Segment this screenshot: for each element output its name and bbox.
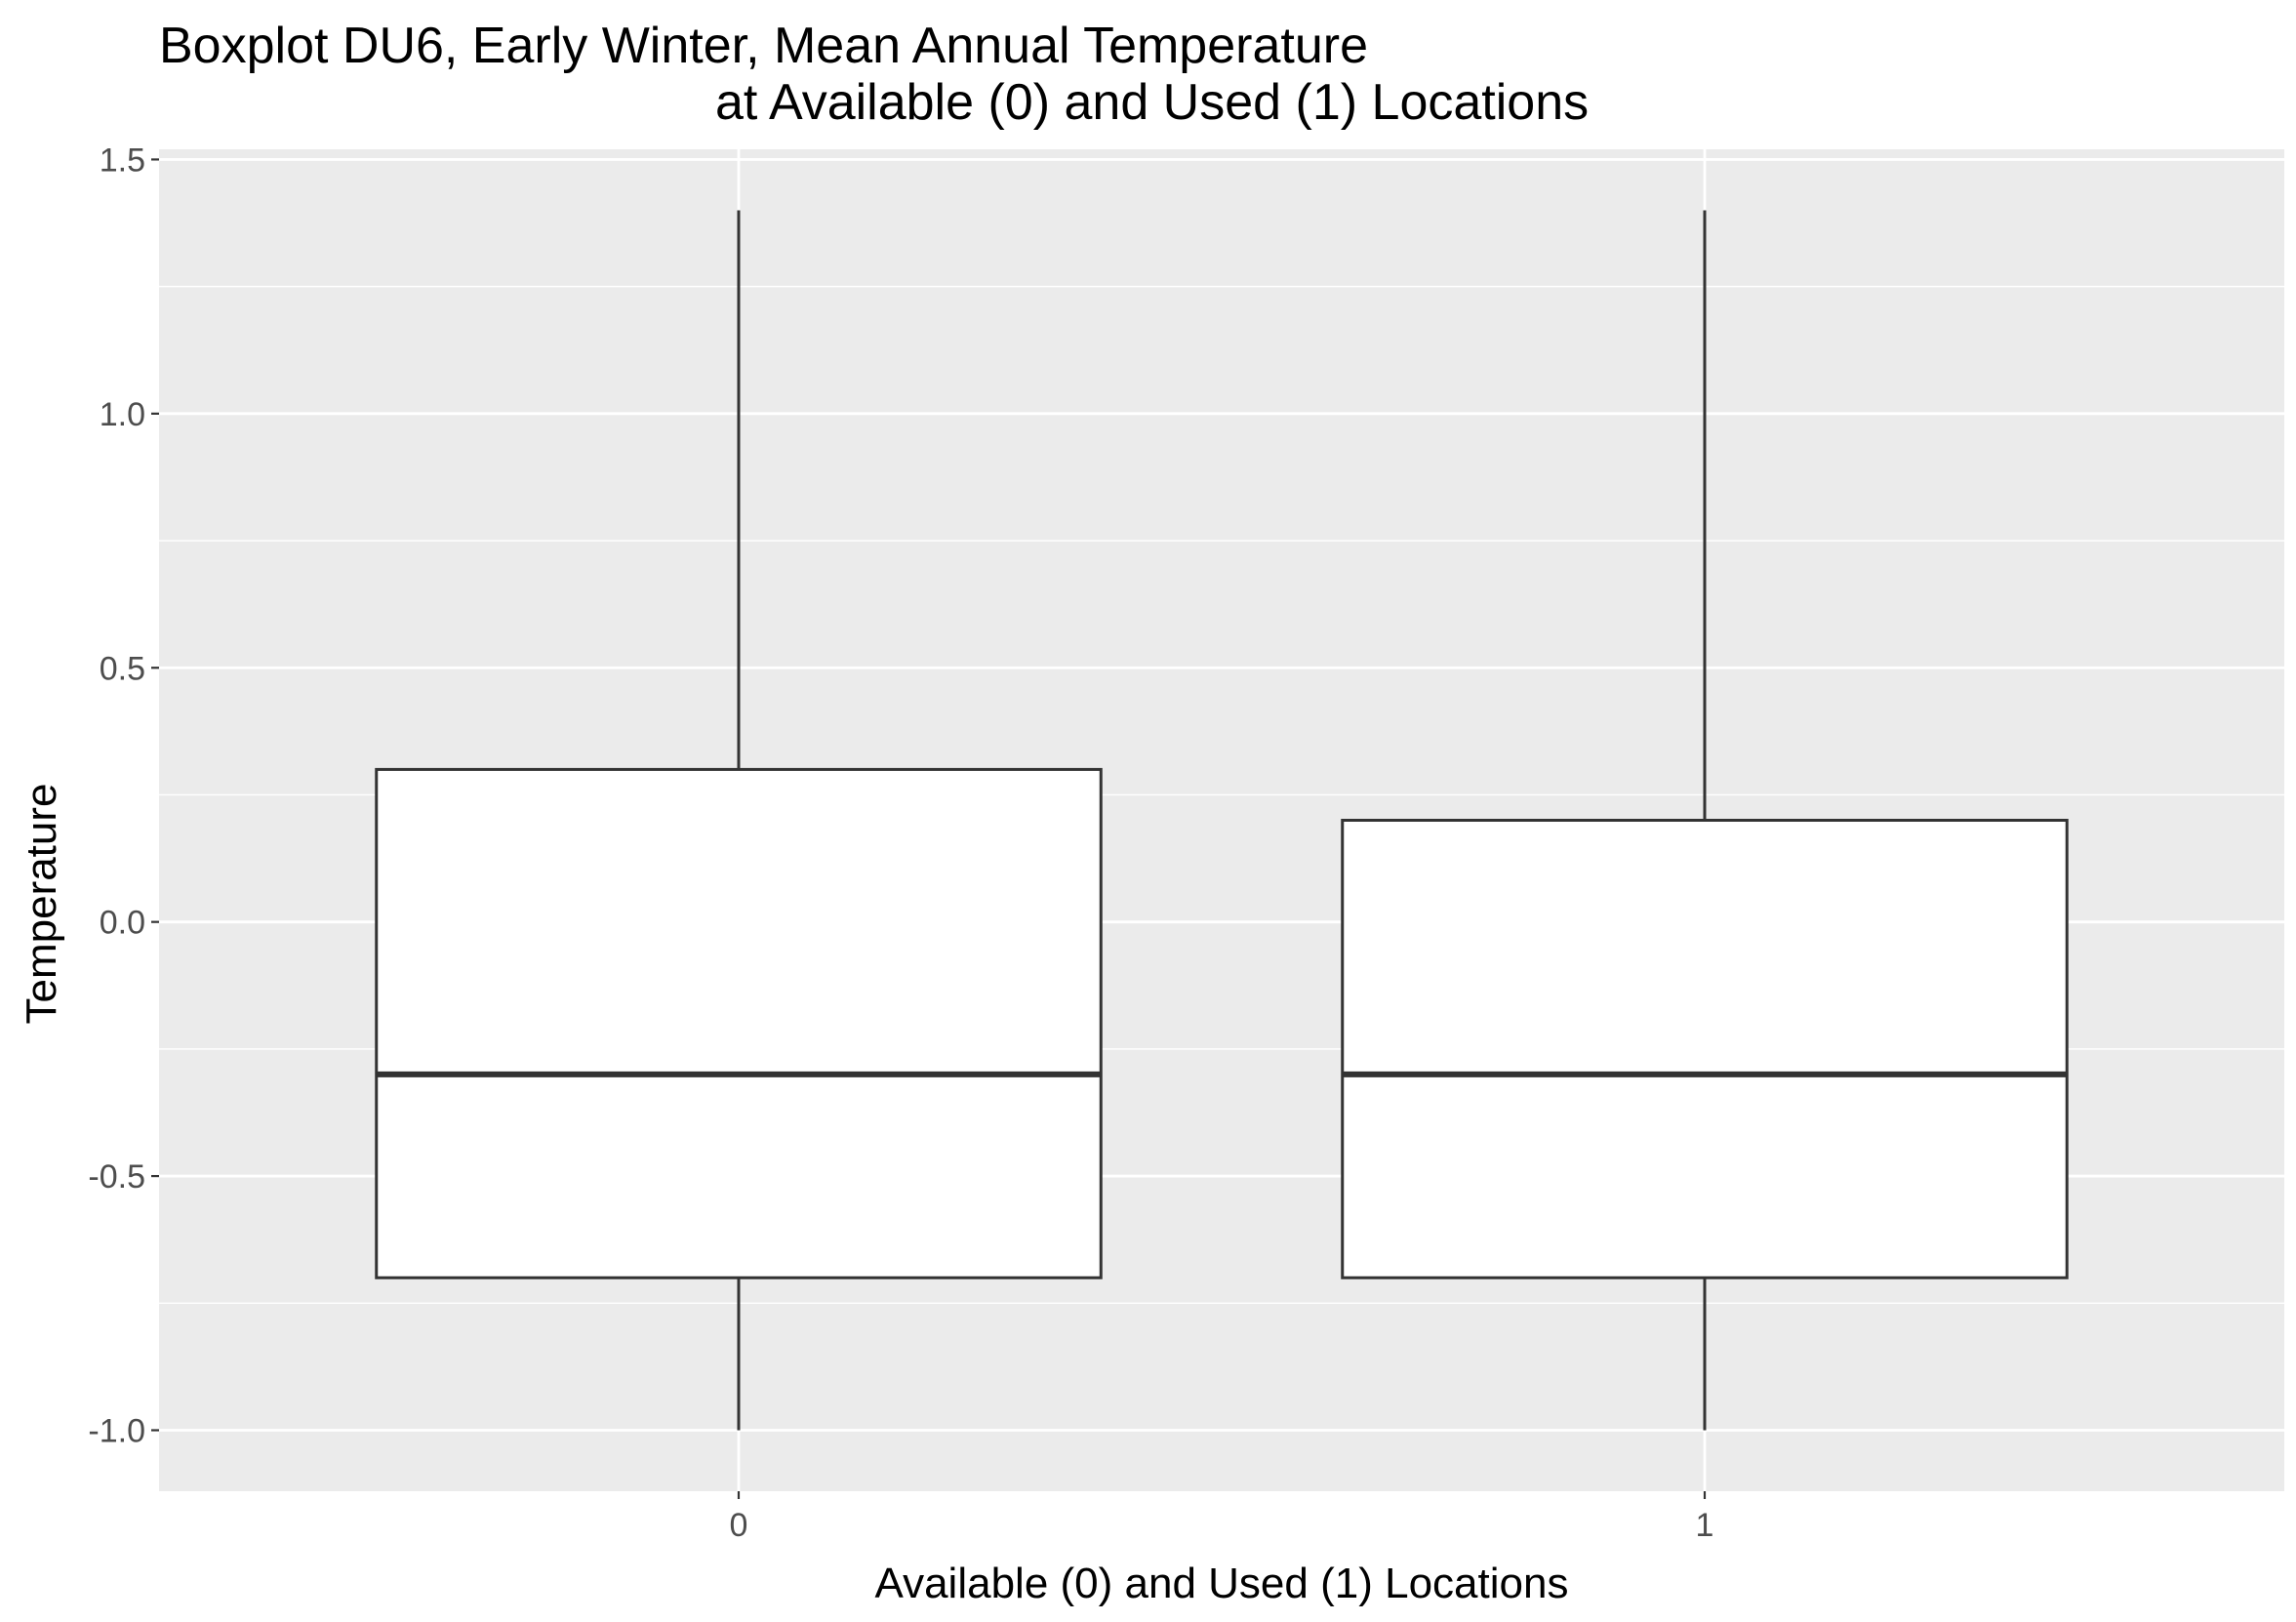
y-tick-label: 0.0 <box>100 905 145 942</box>
box-iqr <box>375 767 1103 1279</box>
box-1 <box>1341 210 2069 1431</box>
y-tick-label: -1.0 <box>88 1413 145 1450</box>
y-tick-label: 1.0 <box>100 396 145 433</box>
chart-title-line-2: at Available (0) and Used (1) Locations <box>715 74 1589 131</box>
y-tick-label: 0.5 <box>100 650 145 687</box>
y-tick-label: 1.5 <box>100 142 145 179</box>
y-axis-title: Temperature <box>18 783 65 1024</box>
x-tick-label: 0 <box>730 1507 748 1544</box>
box-0 <box>375 210 1103 1431</box>
y-tick-label: -0.5 <box>88 1158 145 1196</box>
x-tick-label: 1 <box>1696 1507 1714 1544</box>
axis-ticks: -1.0 -0.5 0.0 0.5 1.0 1.5 0 1 <box>88 142 1713 1544</box>
chart-title-line-1: Boxplot DU6, Early Winter, Mean Annual T… <box>159 18 1368 74</box>
box-iqr <box>1341 819 2069 1279</box>
x-axis-title: Available (0) and Used (1) Locations <box>875 1560 1569 1607</box>
box-layer <box>375 210 2069 1431</box>
